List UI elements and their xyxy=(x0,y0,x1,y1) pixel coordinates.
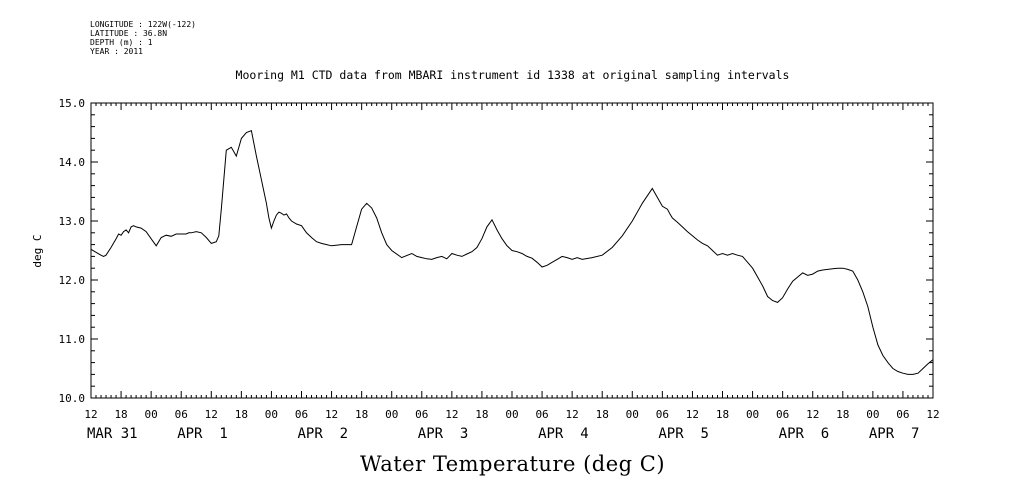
x-tick-label: 12 xyxy=(806,408,819,421)
x-tick-label: 18 xyxy=(475,408,488,421)
x-tick-label: 12 xyxy=(325,408,338,421)
x-tick-label: 18 xyxy=(355,408,368,421)
x-date-label: APR 5 xyxy=(658,426,709,442)
x-tick-label: 18 xyxy=(596,408,609,421)
y-axis-label: deg C xyxy=(31,234,44,267)
x-tick-label: 00 xyxy=(145,408,158,421)
x-tick-label: 00 xyxy=(505,408,518,421)
x-tick-label: 06 xyxy=(295,408,308,421)
x-date-label: APR 7 xyxy=(869,426,920,442)
x-date-label: APR 3 xyxy=(418,426,469,442)
x-tick-label: 18 xyxy=(235,408,248,421)
x-tick-label: 00 xyxy=(385,408,398,421)
x-tick-label: 00 xyxy=(626,408,639,421)
x-tick-label: 12 xyxy=(445,408,458,421)
x-date-label: APR 2 xyxy=(298,426,349,442)
y-tick-label: 12.0 xyxy=(59,274,86,287)
x-tick-label: 06 xyxy=(656,408,669,421)
x-tick-label: 18 xyxy=(716,408,729,421)
chart-title: Mooring M1 CTD data from MBARI instrumen… xyxy=(235,68,790,82)
depth-label: DEPTH (m) : 1 xyxy=(90,38,153,47)
x-tick-label: 06 xyxy=(896,408,909,421)
x-date-label: APR 6 xyxy=(779,426,830,442)
x-tick-label: 00 xyxy=(746,408,759,421)
y-tick-label: 10.0 xyxy=(59,392,86,405)
x-tick-label: 12 xyxy=(926,408,939,421)
y-tick-label: 14.0 xyxy=(59,156,86,169)
y-tick-label: 11.0 xyxy=(59,333,86,346)
x-tick-label: 06 xyxy=(535,408,548,421)
x-tick-label: 00 xyxy=(265,408,278,421)
x-tick-label: 06 xyxy=(415,408,428,421)
x-date-label: APR 4 xyxy=(538,426,589,442)
x-date-label: APR 1 xyxy=(177,426,228,442)
x-tick-label: 12 xyxy=(84,408,97,421)
metadata-block: LONGITUDE : 122W(-122) LATITUDE : 36.8N … xyxy=(90,20,196,56)
y-tick-label: 13.0 xyxy=(59,215,86,228)
latitude-label: LATITUDE : 36.8N xyxy=(90,29,168,38)
series-line-temperature xyxy=(90,130,934,375)
x-tick-label: 12 xyxy=(566,408,579,421)
x-tick-label: 18 xyxy=(114,408,127,421)
x-tick-label: 18 xyxy=(836,408,849,421)
x-axis-title: Water Temperature (deg C) xyxy=(359,452,666,476)
x-tick-label: 06 xyxy=(776,408,789,421)
x-tick-label: 12 xyxy=(686,408,699,421)
x-tick-label: 06 xyxy=(175,408,188,421)
x-date-label: MAR 31 xyxy=(87,426,138,442)
year-label: YEAR : 2011 xyxy=(90,47,143,56)
y-tick-label: 15.0 xyxy=(59,97,86,110)
x-tick-label: 00 xyxy=(866,408,879,421)
x-tick-label: 12 xyxy=(205,408,218,421)
longitude-label: LONGITUDE : 122W(-122) xyxy=(90,20,196,29)
